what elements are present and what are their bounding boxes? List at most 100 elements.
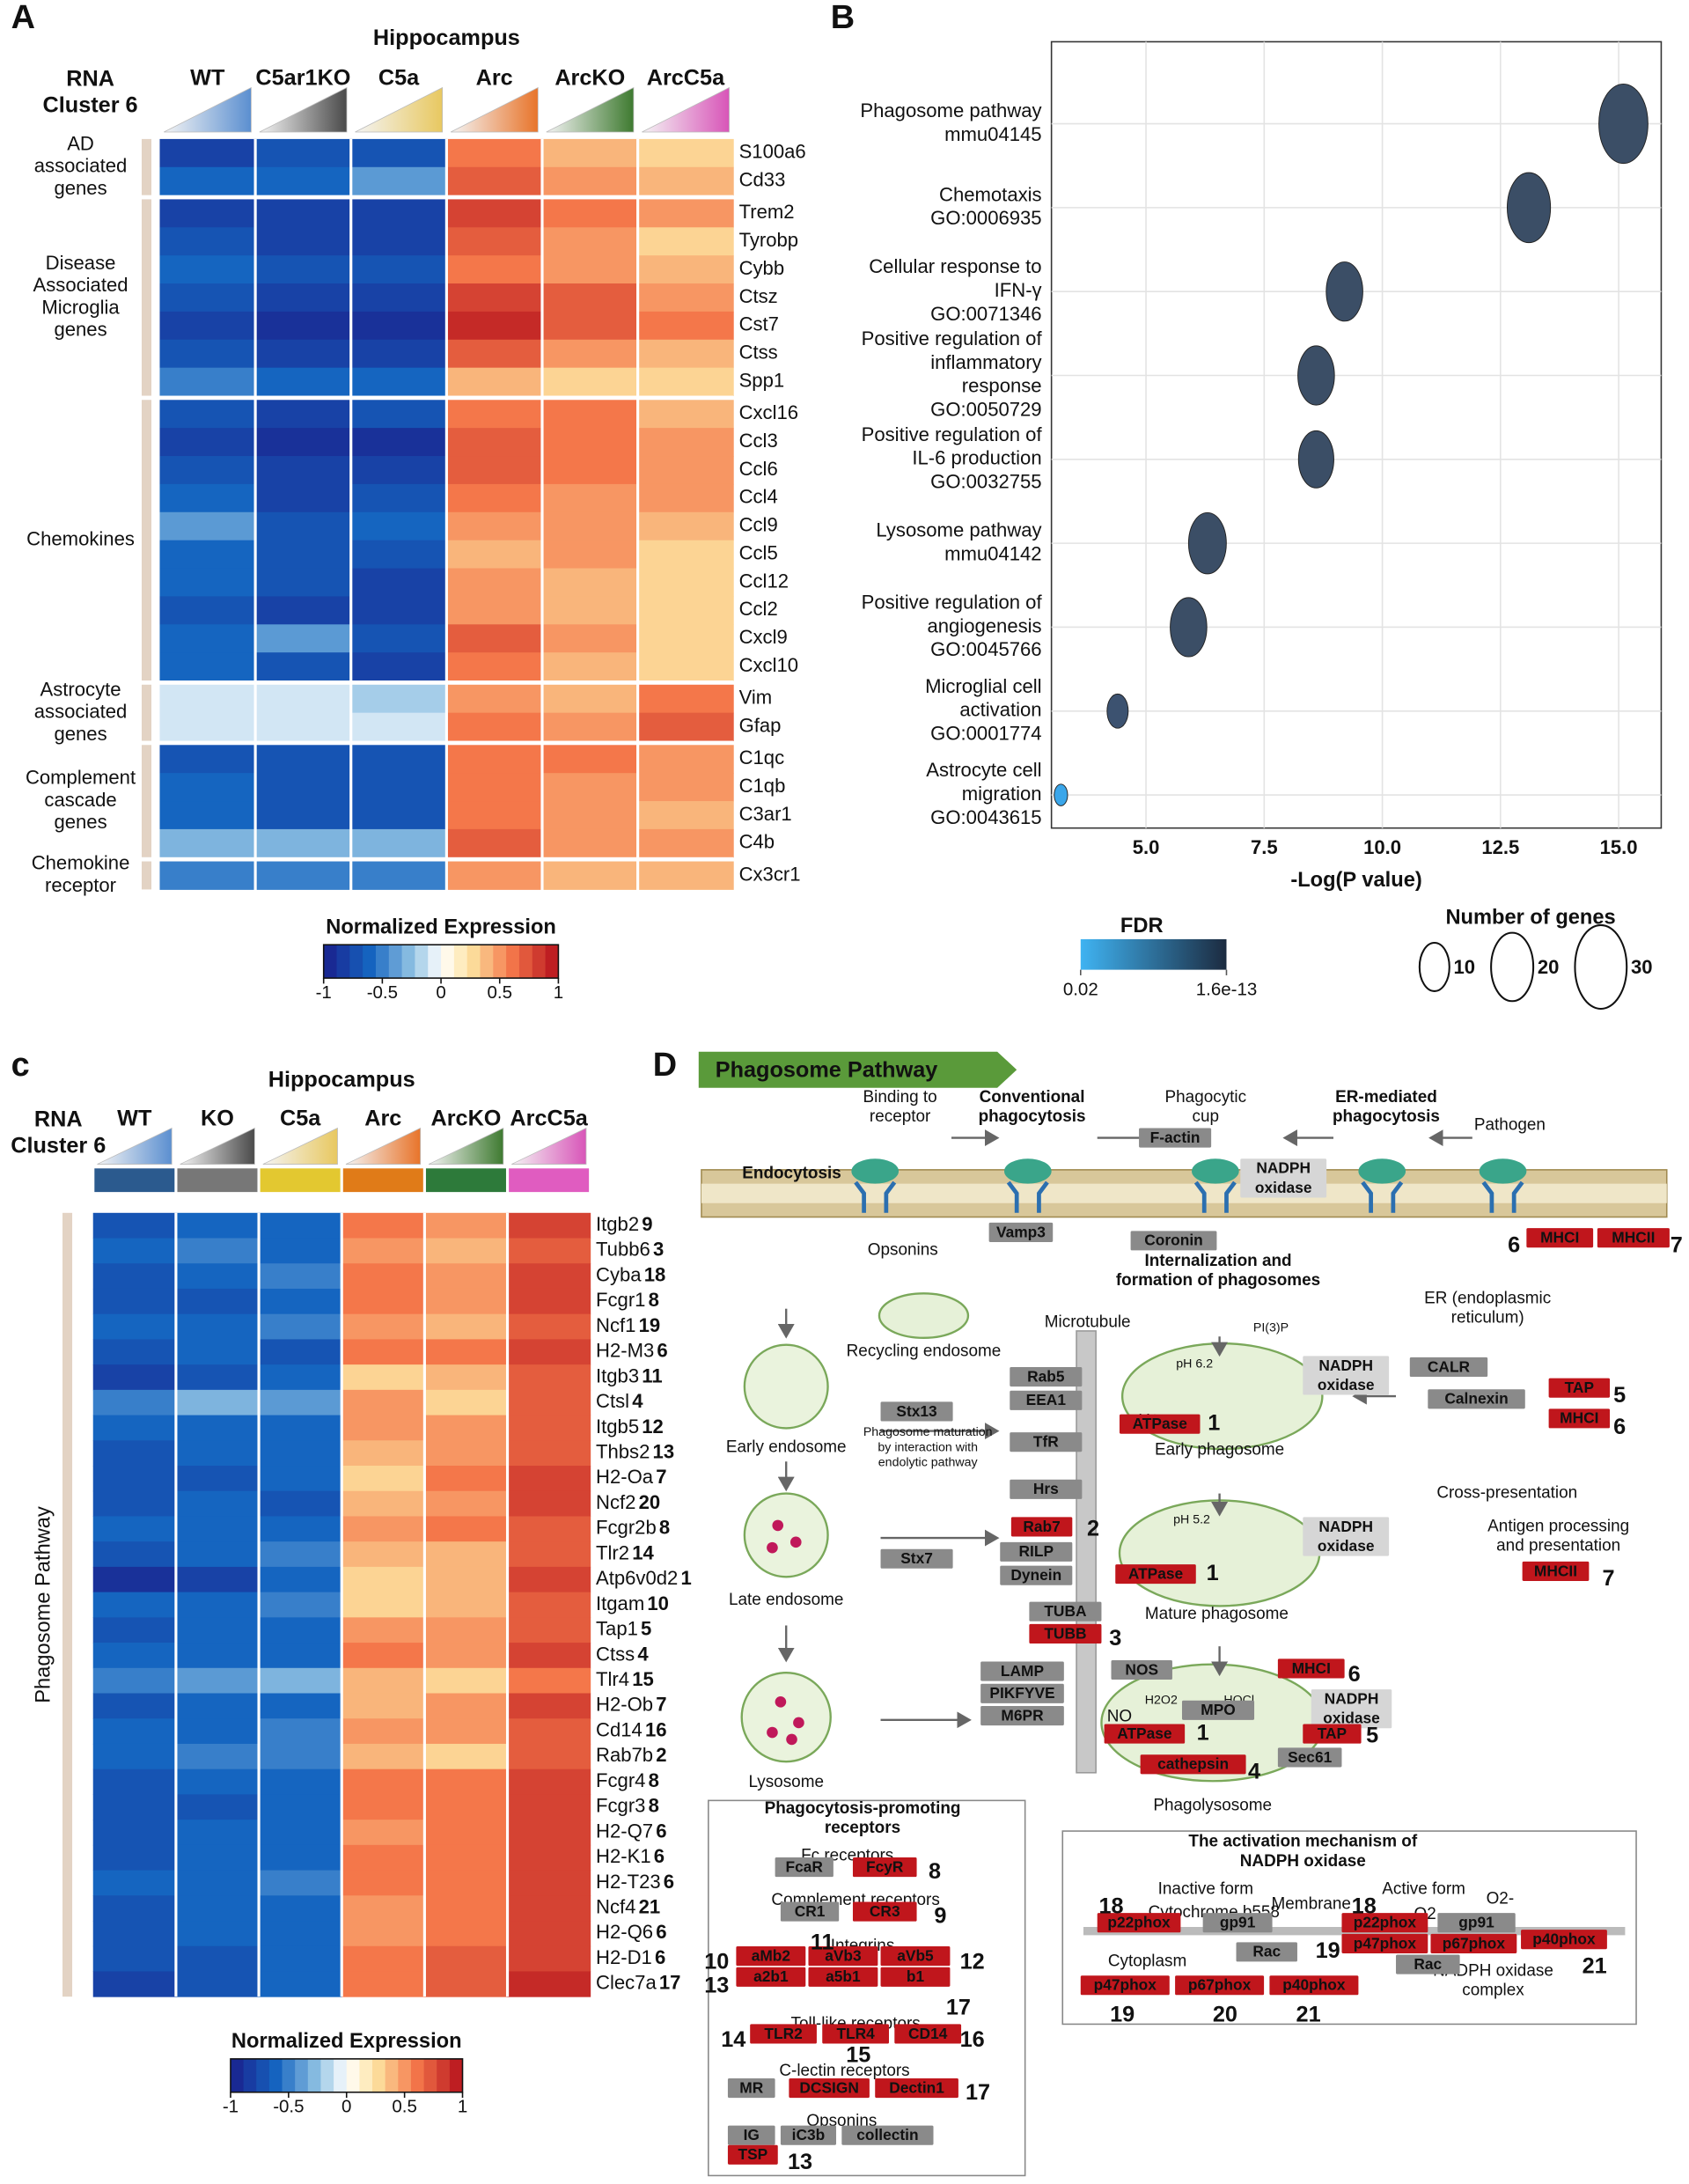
gene-note: 17 (659, 1972, 681, 1994)
y-tick-label: mmu04145 (944, 123, 1041, 145)
colorbar-step (453, 945, 468, 979)
group-triangle (511, 1127, 587, 1165)
heatmap-cell (92, 1844, 177, 1871)
heatmap-cell (259, 1895, 342, 1922)
heatmap-cell (446, 540, 543, 570)
heatmap-cell (255, 596, 352, 625)
heatmap-cell (446, 828, 543, 858)
box-label: aMb2 (752, 1946, 790, 1964)
heatmap-cell (424, 1743, 509, 1770)
gene-label: Ccl2 (739, 598, 778, 620)
box-label: p22phox (1354, 1914, 1417, 1931)
diagram-box (1181, 1700, 1255, 1720)
box-label: Stx7 (900, 1549, 933, 1567)
receptor (1003, 1158, 1052, 1184)
heatmap-cell (341, 1389, 425, 1416)
heatmap-cell (92, 1566, 177, 1593)
diagram-text: receptors (825, 1819, 900, 1837)
colorbar-step (449, 2058, 463, 2092)
heatmap-cell (175, 1617, 260, 1644)
heatmap-cell (424, 1313, 509, 1340)
heatmap-cell (341, 1313, 425, 1340)
panel-label: D (653, 1047, 677, 1084)
heatmap-cell (424, 1440, 509, 1467)
diagram-box (980, 1683, 1064, 1703)
heatmap-cell (341, 1921, 425, 1947)
diagram-box (1303, 1517, 1390, 1556)
heatmap-cell (92, 1212, 177, 1239)
ref-number: 7 (1602, 1566, 1614, 1591)
heatmap-cell (446, 428, 543, 457)
heatmap-cell (507, 1617, 591, 1644)
colorbar-step (428, 945, 442, 979)
heatmap-cell (446, 255, 543, 284)
heatmap-cell (341, 1541, 425, 1568)
heatmap-cell (350, 400, 447, 429)
heatmap-cell (259, 1870, 342, 1896)
gene-label: Cd14 (596, 1718, 643, 1740)
gene-label: Gfap (739, 714, 782, 736)
heatmap-cell (341, 1415, 425, 1441)
gene-label: Cybb (739, 257, 785, 279)
heatmap-cell (424, 1945, 509, 1972)
diagram-box (841, 2125, 934, 2145)
heatmap-cell (350, 684, 447, 714)
box-label: Stx13 (896, 1402, 937, 1420)
diagram-text: by interaction with (878, 1440, 978, 1454)
group-bar (260, 1168, 341, 1193)
heatmap-cell (424, 1895, 509, 1922)
heatmap-cell (446, 456, 543, 485)
heatmap-cell (446, 166, 543, 196)
ref-number: 12 (960, 1950, 985, 1974)
heatmap-cell (175, 1769, 260, 1795)
box-label: CR3 (870, 1902, 900, 1920)
ref-number: 5 (1613, 1383, 1626, 1408)
gene-label: Cst7 (739, 313, 779, 335)
ref-number: 18 (1098, 1894, 1123, 1919)
colorbar-step (282, 2058, 296, 2092)
diagram-box (1130, 1231, 1217, 1251)
group-triangle (259, 86, 348, 133)
gene-label: Cxcl10 (739, 654, 799, 676)
heatmap-cell (259, 1820, 342, 1846)
heatmap-cell (350, 861, 447, 890)
diagram-text: endolytic pathway (878, 1456, 979, 1470)
heatmap-cell (255, 568, 352, 597)
box-label: ATPase (1133, 1415, 1188, 1432)
diagram-text: Cytoplasm (1108, 1952, 1186, 1970)
group-bar (509, 1168, 590, 1193)
heatmap-cell (541, 568, 639, 597)
gene-note: 8 (659, 1517, 670, 1539)
diagram-box (1269, 1975, 1359, 1996)
heatmap-cell (175, 1263, 260, 1290)
vesicle-content (793, 1717, 804, 1729)
diagram-box (727, 2077, 775, 2099)
box-label: Rab5 (1027, 1367, 1065, 1385)
heatmap-cell (341, 1794, 425, 1820)
heatmap-cell (507, 1490, 591, 1517)
receptor (1358, 1158, 1406, 1184)
heatmap-cell (446, 339, 543, 369)
box-label: LAMP (1001, 1662, 1044, 1680)
box-label: Hrs (1033, 1480, 1059, 1497)
heatmap-cell (424, 1769, 509, 1795)
gene-label: Spp1 (739, 369, 785, 391)
heatmap-cell (175, 1313, 260, 1340)
gene-label: Ctss (739, 342, 778, 364)
diagram-box (727, 2144, 778, 2165)
diagram-box (1409, 1357, 1488, 1378)
receptor (851, 1158, 900, 1184)
heatmap-cell (541, 227, 639, 256)
row-group-label: genes (54, 319, 106, 341)
box-label: NADPH (1256, 1159, 1311, 1177)
heatmap-cell (507, 1238, 591, 1264)
heatmap-cell (341, 1643, 425, 1669)
colorbar-step (493, 945, 507, 979)
colorbar-step (506, 945, 520, 979)
heatmap-cell (350, 540, 447, 570)
row-group-label: genes (54, 811, 106, 833)
heatmap-cell (637, 456, 734, 485)
heatmap-cell (175, 1466, 260, 1492)
heatmap-cell (175, 1870, 260, 1896)
corner-label: Cluster 6 (11, 1134, 106, 1158)
